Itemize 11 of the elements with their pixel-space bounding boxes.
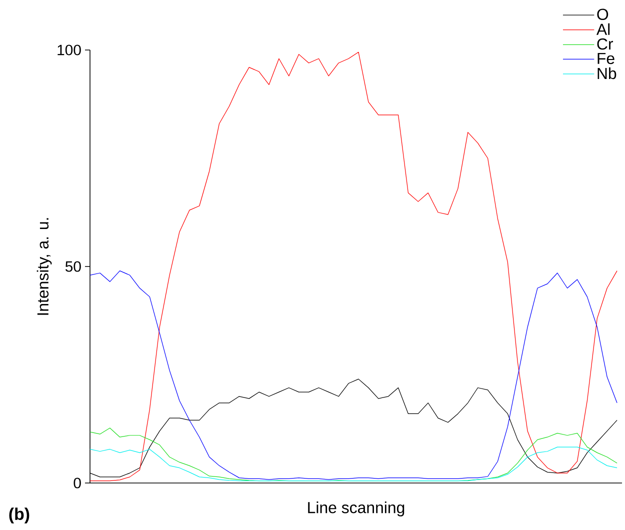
x-axis-title: Line scanning <box>308 502 404 516</box>
text: (b) <box>9 508 30 524</box>
y-axis-title: Intensity, a. u. <box>36 218 52 315</box>
legend-label: Fe <box>598 52 614 64</box>
y-tick-label: 0 <box>74 478 81 488</box>
legend-label: Cr <box>597 38 614 50</box>
legend-label: Nb <box>598 67 616 80</box>
legend-label: Al <box>596 23 610 35</box>
y-tick-label: 50 <box>65 261 81 272</box>
legend-label: O <box>597 8 608 20</box>
y-tick-label: 100 <box>58 44 81 56</box>
